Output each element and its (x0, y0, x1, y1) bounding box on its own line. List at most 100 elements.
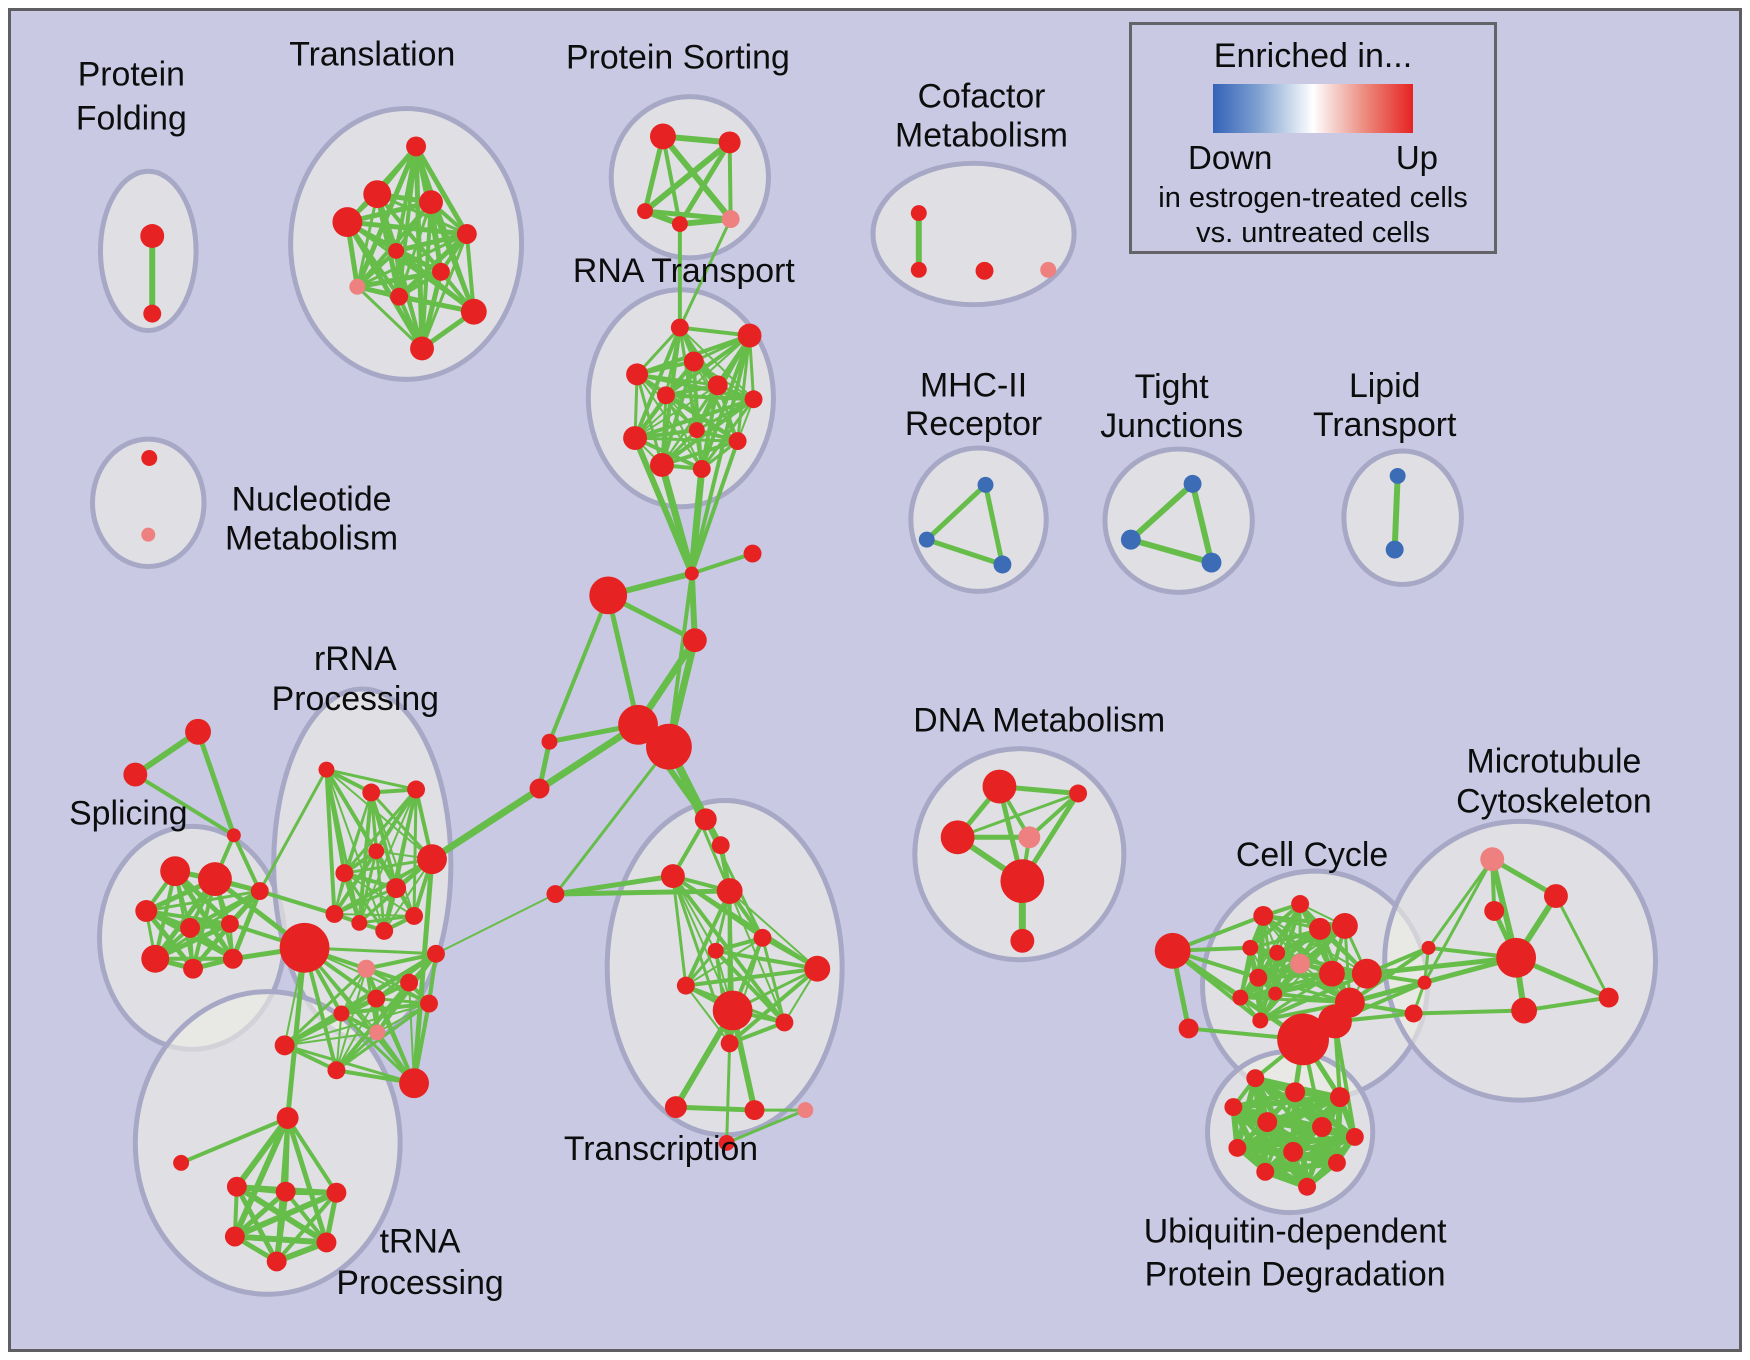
node-u2[interactable] (1544, 884, 1568, 908)
node-tr1[interactable] (185, 718, 211, 745)
node-h1[interactable] (226, 1176, 247, 1197)
node-cm3[interactable] (975, 261, 994, 280)
node-r5[interactable] (335, 864, 354, 883)
node-tr2[interactable] (123, 762, 148, 787)
node-c7[interactable] (1331, 912, 1358, 939)
node-r11[interactable] (405, 906, 424, 925)
node-r7[interactable] (417, 844, 447, 875)
node-c10[interactable] (1249, 968, 1268, 987)
node-r6[interactable] (386, 878, 407, 899)
node-c8[interactable] (1309, 917, 1331, 940)
node-c3[interactable] (1253, 905, 1274, 926)
node-b6[interactable] (1201, 552, 1222, 573)
node-x10[interactable] (712, 990, 753, 1031)
node-d1[interactable] (982, 769, 1017, 804)
node-c17[interactable] (1277, 1013, 1329, 1066)
node-c9[interactable] (1290, 953, 1311, 974)
node-h5[interactable] (316, 1232, 337, 1253)
node-s8[interactable] (222, 948, 243, 969)
node-m3[interactable] (399, 1068, 429, 1099)
node-q2[interactable] (1285, 1082, 1306, 1103)
node-r3[interactable] (407, 780, 426, 799)
node-u3[interactable] (1484, 901, 1505, 921)
node-rt5[interactable] (707, 375, 728, 396)
node-q1[interactable] (1246, 1069, 1265, 1088)
node-q7[interactable] (1345, 1127, 1364, 1146)
node-c4[interactable] (1291, 895, 1310, 913)
node-x13[interactable] (664, 1096, 687, 1119)
node-x15[interactable] (797, 1102, 814, 1119)
node-h6[interactable] (266, 1251, 287, 1272)
node-rt8[interactable] (623, 426, 648, 451)
node-c2[interactable] (1178, 1018, 1199, 1039)
node-ch4[interactable] (682, 628, 707, 653)
node-ps1[interactable] (650, 123, 676, 150)
node-r14[interactable] (427, 944, 445, 963)
node-s2[interactable] (198, 862, 232, 897)
node-b7[interactable] (1389, 467, 1406, 484)
node-t11[interactable] (410, 336, 434, 361)
node-n1[interactable] (276, 1107, 299, 1129)
node-t3[interactable] (419, 190, 443, 215)
node-cm4[interactable] (1040, 261, 1057, 278)
node-m4[interactable] (369, 1024, 386, 1041)
node-q9[interactable] (1283, 1141, 1304, 1162)
node-q11[interactable] (1256, 1162, 1275, 1181)
node-r2[interactable] (362, 783, 381, 802)
node-rt9[interactable] (688, 422, 705, 439)
node-s5[interactable] (220, 914, 239, 933)
node-s4[interactable] (180, 917, 201, 938)
node-r12[interactable] (279, 922, 330, 973)
node-lk1[interactable] (541, 733, 558, 750)
node-nm1[interactable] (141, 450, 158, 466)
node-pf2[interactable] (143, 304, 162, 323)
node-lk2[interactable] (529, 778, 550, 799)
node-cm2[interactable] (910, 261, 927, 278)
node-s9[interactable] (250, 882, 269, 901)
node-ch2[interactable] (743, 544, 762, 563)
node-rt6[interactable] (656, 386, 675, 405)
node-ch3[interactable] (589, 576, 628, 615)
node-cm1[interactable] (910, 205, 927, 222)
node-hub1[interactable] (618, 704, 658, 745)
node-u4[interactable] (1496, 937, 1537, 978)
node-rt3[interactable] (626, 363, 649, 386)
node-c16[interactable] (1252, 1012, 1269, 1029)
node-m8[interactable] (333, 1005, 350, 1022)
node-c12[interactable] (1351, 958, 1382, 989)
node-ps2[interactable] (718, 131, 741, 154)
node-x2[interactable] (711, 836, 730, 855)
node-x9[interactable] (676, 976, 695, 995)
node-r8[interactable] (325, 904, 344, 923)
node-x14[interactable] (744, 1100, 765, 1121)
node-d5[interactable] (1000, 859, 1045, 903)
node-ch1[interactable] (684, 566, 699, 581)
node-t10[interactable] (460, 298, 487, 325)
node-d2[interactable] (1069, 784, 1088, 803)
node-ps3[interactable] (637, 203, 653, 220)
node-rt7[interactable] (744, 390, 763, 409)
node-s1[interactable] (160, 856, 191, 887)
node-ps5[interactable] (721, 210, 740, 229)
node-r1[interactable] (318, 761, 335, 778)
node-x8[interactable] (804, 955, 831, 982)
node-m7[interactable] (420, 994, 438, 1013)
node-u6[interactable] (1511, 997, 1538, 1024)
node-t2[interactable] (363, 180, 392, 209)
node-b5[interactable] (1120, 529, 1141, 550)
node-rt2[interactable] (737, 323, 762, 348)
node-t6[interactable] (388, 242, 405, 259)
node-s7[interactable] (183, 958, 204, 979)
node-c11[interactable] (1319, 960, 1345, 987)
node-x1[interactable] (694, 808, 717, 831)
node-t4[interactable] (332, 207, 363, 237)
node-h3[interactable] (326, 1182, 347, 1203)
node-m5[interactable] (367, 989, 386, 1008)
node-u7[interactable] (1421, 940, 1436, 955)
node-c18[interactable] (1318, 1004, 1352, 1039)
node-d3[interactable] (940, 820, 975, 855)
node-q8[interactable] (1228, 1138, 1247, 1157)
node-u5[interactable] (1598, 987, 1619, 1008)
node-nm2[interactable] (141, 527, 156, 542)
node-rt11[interactable] (650, 453, 674, 477)
